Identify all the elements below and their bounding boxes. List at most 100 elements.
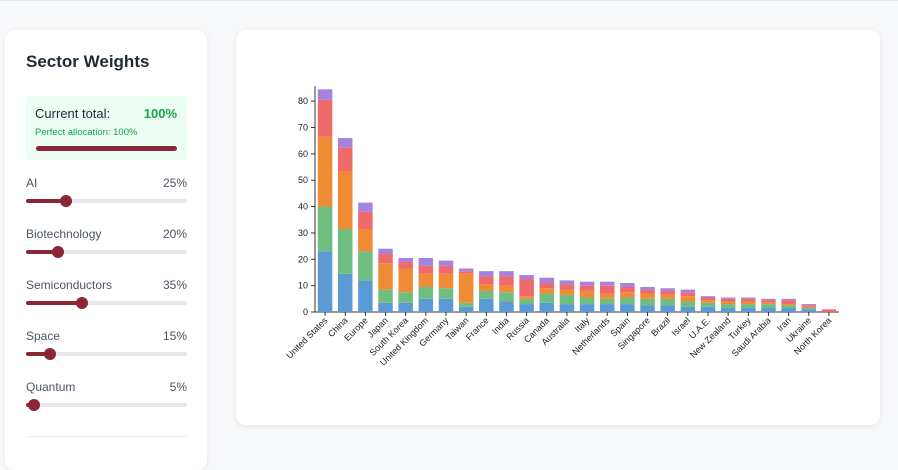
- bar-segment: [761, 302, 776, 305]
- bar-segment: [579, 304, 595, 312]
- bar-segment: [317, 136, 333, 207]
- slider-space: Space 15%: [26, 329, 187, 369]
- x-tick-label: United States: [284, 315, 330, 361]
- slider-label: Quantum: [26, 380, 76, 394]
- total-label: Current total:: [35, 106, 111, 121]
- bar-segment: [741, 297, 756, 299]
- bar-segment: [539, 288, 555, 294]
- bar-segment: [559, 284, 575, 290]
- slider-label: AI: [26, 176, 38, 190]
- bar-segment: [579, 290, 595, 298]
- bar-segment: [398, 257, 413, 262]
- panel-title: Sector Weights: [26, 52, 150, 71]
- slider-thumb[interactable]: [28, 399, 41, 411]
- slider-label: Semiconductors: [26, 278, 113, 292]
- bar-segment: [479, 276, 494, 285]
- bar-segment: [418, 298, 434, 312]
- bar-segment: [801, 304, 817, 306]
- slider-quantum: Quantum 5%: [26, 380, 187, 420]
- bar-segment: [559, 294, 575, 305]
- bar-segment: [358, 202, 373, 212]
- bar-segment: [720, 301, 736, 305]
- bar-segment: [499, 292, 514, 302]
- bar-segment: [660, 305, 675, 312]
- slider-track[interactable]: [26, 348, 187, 360]
- sector-weights-panel: Sector Weights Current total: 100% Perfe…: [5, 30, 207, 470]
- bar-segment: [519, 304, 534, 312]
- top-border: [0, 0, 898, 1]
- bar-segment: [519, 296, 534, 299]
- bar-segment: [741, 308, 756, 312]
- slider-value: 20%: [162, 227, 187, 241]
- slider-track[interactable]: [26, 399, 187, 411]
- slider-fill: [26, 250, 59, 254]
- bar-segment: [680, 301, 696, 307]
- total-progress-bar: [36, 146, 177, 151]
- bar-segment: [599, 298, 615, 305]
- bar-segment: [358, 280, 373, 312]
- bar-segment: [378, 302, 393, 312]
- x-tick-label: Netherlands: [570, 315, 612, 357]
- y-tick-label: 80: [298, 96, 308, 106]
- chart-card: 0 10 20 30 40 50 60 70 80 United States China Europ…: [236, 30, 880, 425]
- bar-segment: [761, 304, 776, 309]
- bar-segment: [781, 298, 796, 301]
- bar-segment: [700, 297, 716, 301]
- y-tick-label: 50: [298, 175, 308, 185]
- bar-segment: [539, 277, 555, 284]
- total-summary-box: Current total: 100% Perfect allocation: …: [26, 96, 187, 160]
- bar-segment: [519, 298, 534, 305]
- bar-segment: [579, 281, 595, 286]
- bar-segment: [620, 286, 635, 293]
- bar-segment: [559, 280, 575, 285]
- y-tick-label: 10: [298, 281, 308, 291]
- slider-value: 15%: [162, 329, 187, 343]
- bar-segment: [539, 293, 555, 303]
- bar-segment: [781, 304, 796, 306]
- bar-segment: [499, 271, 514, 277]
- slider-thumb[interactable]: [60, 195, 73, 207]
- bar-segment: [539, 283, 555, 289]
- slider-track[interactable]: [26, 246, 187, 258]
- bar-segment: [720, 304, 736, 309]
- bar-segment: [620, 283, 635, 287]
- bar-segment: [640, 289, 655, 294]
- bar-segment: [317, 251, 333, 312]
- bar-segment: [378, 263, 393, 290]
- slider-thumb[interactable]: [44, 348, 57, 360]
- bar-segment: [761, 308, 776, 312]
- bar-segment: [620, 297, 635, 305]
- bar-segment: [680, 292, 696, 297]
- bar-segment: [660, 290, 675, 295]
- bar-segment: [438, 260, 454, 266]
- total-value: 100%: [143, 106, 177, 121]
- bar-segment: [660, 288, 675, 291]
- bar-segment: [801, 308, 817, 310]
- bar-segment: [358, 211, 373, 229]
- slider-fill: [26, 301, 83, 305]
- slider-thumb[interactable]: [52, 246, 65, 258]
- bar-segment: [640, 305, 655, 312]
- slider-track[interactable]: [26, 297, 187, 309]
- bar-segment: [640, 293, 655, 299]
- bar-segment: [539, 302, 555, 312]
- bar-segment: [378, 248, 393, 255]
- bar-segment: [317, 89, 333, 100]
- bar-segment: [458, 306, 474, 312]
- slider-value: 35%: [162, 278, 187, 292]
- slider-thumb[interactable]: [76, 297, 89, 309]
- bar-segment: [337, 138, 353, 148]
- slider-value: 25%: [162, 176, 187, 190]
- bar-segment: [378, 289, 393, 303]
- bar-segment: [418, 286, 434, 299]
- x-tick-label: Brazil: [649, 315, 672, 338]
- bar-segment: [741, 298, 756, 302]
- slider-label: Space: [26, 329, 61, 343]
- y-tick-label: 60: [298, 149, 308, 159]
- bar-segment: [579, 297, 595, 305]
- slider-ai: AI 25%: [26, 176, 187, 216]
- slider-track[interactable]: [26, 195, 187, 207]
- slider-label: Biotechnology: [26, 227, 102, 241]
- bar-segment: [801, 309, 817, 312]
